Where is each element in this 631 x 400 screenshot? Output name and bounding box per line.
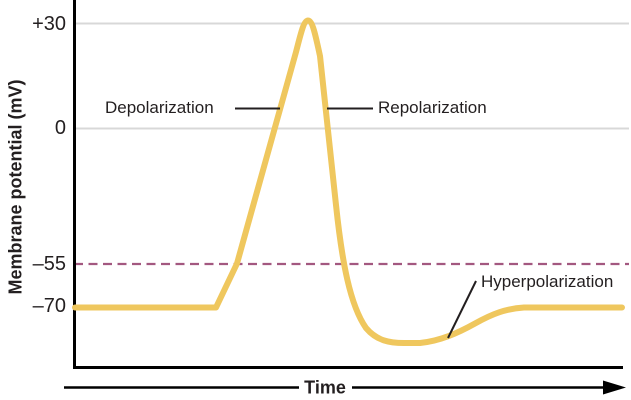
hyperpolarization-pointer-line (447, 280, 477, 339)
depolarization-label: Depolarization (105, 98, 214, 117)
y-tick-minus70: –70 (32, 295, 66, 317)
hyperpolarization-label: Hyperpolarization (481, 272, 614, 291)
y-tick-plus30: +30 (32, 13, 66, 35)
membrane-potential-curve (72, 17, 625, 346)
y-tick-minus55: –55 (32, 253, 66, 275)
time-arrowhead-icon (603, 380, 626, 395)
y-tick-zero: 0 (54, 117, 66, 139)
x-axis-title: Time (304, 377, 346, 398)
repolarization-label: Repolarization (378, 98, 487, 117)
